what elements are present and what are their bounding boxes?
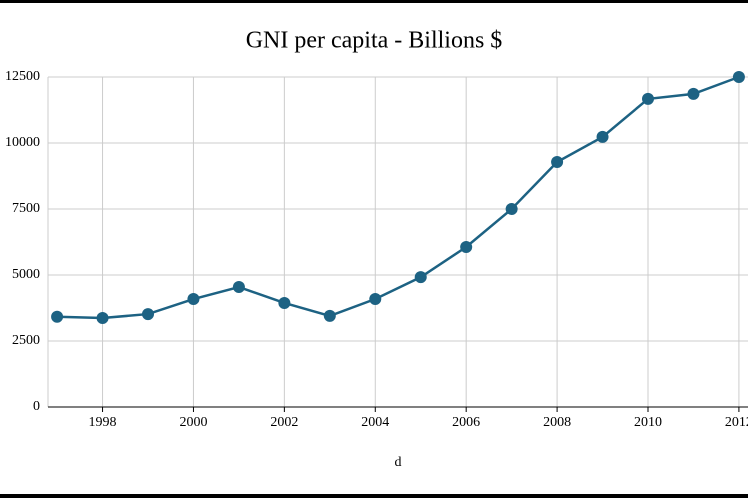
- data-point: [323, 309, 336, 322]
- data-point: [732, 71, 745, 83]
- x-axis-label: d: [395, 455, 402, 470]
- data-point: [278, 296, 291, 309]
- x-tick-label: 2012: [725, 415, 748, 430]
- x-tick-label: 2000: [179, 415, 207, 430]
- x-tick-label: 1998: [89, 415, 117, 430]
- y-tick-label: 10000: [5, 135, 40, 150]
- x-tick-label: 2006: [452, 415, 480, 430]
- x-tick-label: 2010: [634, 415, 662, 430]
- y-tick-label: 2500: [12, 333, 40, 348]
- x-tick-label: 2002: [270, 415, 298, 430]
- data-line: [57, 75, 740, 320]
- chart-title: GNI per capita - Billions $: [246, 28, 503, 54]
- data-point: [142, 308, 154, 321]
- y-tick-label: 5000: [12, 267, 40, 282]
- data-point: [369, 293, 382, 306]
- y-tick-label: 12500: [5, 69, 40, 84]
- x-tick-label: 2004: [361, 415, 389, 430]
- x-tick-label: 2008: [543, 415, 571, 430]
- data-point: [596, 130, 609, 143]
- data-point: [232, 281, 245, 294]
- data-point: [96, 312, 109, 325]
- top-border: [0, 0, 748, 3]
- y-tick-label: 7500: [12, 201, 40, 216]
- data-point: [414, 271, 427, 284]
- data-point: [551, 156, 564, 169]
- data-point: [687, 87, 700, 100]
- y-tick-label: 0: [33, 399, 40, 414]
- data-point: [505, 203, 518, 215]
- data-point: [642, 92, 654, 105]
- data-point: [187, 293, 200, 306]
- data-point: [460, 241, 473, 254]
- bottom-border: [0, 494, 748, 498]
- data-point: [51, 310, 64, 323]
